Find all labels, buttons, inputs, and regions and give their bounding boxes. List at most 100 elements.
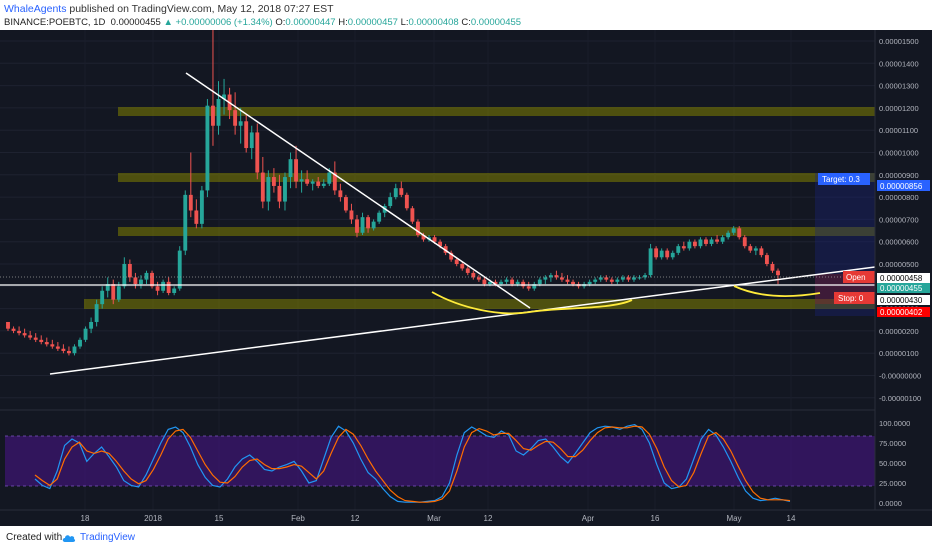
- candle-body: [288, 159, 293, 178]
- chart-canvas[interactable]: Target: 0.3 Open Stop: 0 0.00001500 0.000…: [0, 29, 932, 526]
- candle-body: [731, 228, 736, 233]
- stop-value-tag-text: 0.00000430: [880, 296, 923, 305]
- candle-body: [643, 275, 647, 278]
- candle-body: [310, 181, 315, 184]
- candle-body: [360, 217, 365, 233]
- candle-body: [55, 346, 60, 349]
- candle-body: [94, 304, 99, 322]
- price-zone[interactable]: [118, 173, 875, 182]
- time-tick-label: 2018: [144, 514, 162, 523]
- candle-body: [537, 279, 542, 285]
- candle-body: [50, 344, 55, 347]
- target-label: Target: 0.3: [822, 175, 860, 184]
- candle-body: [271, 177, 276, 186]
- time-axis[interactable]: [0, 510, 932, 526]
- candle-body: [438, 241, 443, 247]
- price-tick-label: 0.00001400: [879, 59, 919, 68]
- candle-body: [177, 250, 182, 289]
- price-tick-label: 0.00000600: [879, 238, 919, 247]
- candle-body: [709, 239, 714, 244]
- candle-body: [72, 346, 77, 354]
- oscillator-tick-label: 0.0000: [879, 499, 902, 508]
- candle-body: [565, 279, 570, 282]
- price-tick-label: 0.00001300: [879, 82, 919, 91]
- price-zone[interactable]: [84, 299, 875, 309]
- candle-body: [316, 181, 321, 186]
- symbol-ohlc-bar: BINANCE:POEBTC, 1D 0.00000455 ▲ +0.00000…: [4, 17, 521, 28]
- candle-body: [161, 281, 166, 291]
- candle-body: [150, 272, 154, 287]
- candle-body: [670, 252, 675, 258]
- symbol-name[interactable]: BINANCE:POEBTC, 1D: [4, 17, 106, 28]
- candle-body: [61, 348, 66, 351]
- price-zone[interactable]: [118, 107, 875, 116]
- candle-body: [632, 277, 636, 280]
- price-change: ▲ +0.00000006 (+1.34%): [163, 17, 273, 28]
- candle-body: [704, 239, 708, 244]
- stop-value-tag: [877, 295, 930, 305]
- stop-label: Stop: 0: [838, 294, 864, 303]
- author-link[interactable]: WhaleAgents: [4, 3, 67, 15]
- price-tick-label: 0.00001500: [879, 37, 919, 46]
- candle-body: [753, 248, 758, 251]
- candle-body: [238, 121, 243, 126]
- candle-body: [366, 217, 371, 229]
- price-axis[interactable]: [875, 30, 932, 510]
- target-label-box[interactable]: [818, 173, 870, 185]
- candle-body: [748, 246, 753, 251]
- entry-label: Open: [846, 273, 866, 282]
- candle-body: [100, 290, 105, 305]
- candle-body: [216, 98, 221, 126]
- candle-body: [6, 321, 10, 329]
- candle-body: [692, 241, 697, 247]
- chart-area[interactable]: Target: 0.3 Open Stop: 0 0.00001500 0.000…: [0, 29, 932, 526]
- price-tick-label: 0.00000200: [879, 327, 919, 336]
- hand-drawn-bottom-curve[interactable]: [431, 291, 633, 315]
- low-value: 0.00000408: [408, 17, 459, 28]
- candle-body: [194, 210, 199, 224]
- candle-body: [355, 219, 359, 233]
- candle-body: [687, 241, 692, 249]
- candle-body: [17, 330, 22, 334]
- candle-body: [338, 190, 343, 198]
- downtrend-line[interactable]: [185, 72, 531, 309]
- candle-body: [504, 279, 509, 282]
- candle-body: [266, 177, 271, 202]
- price-zone[interactable]: [118, 227, 875, 236]
- candle-body: [698, 239, 703, 247]
- candle-body: [83, 328, 88, 340]
- candle-body: [560, 277, 564, 280]
- tradingview-brand[interactable]: TradingView: [80, 532, 136, 543]
- grid-lines: [0, 30, 875, 510]
- candle-body: [371, 221, 376, 229]
- stoch-d-line: [34, 425, 791, 503]
- candle-body: [183, 194, 188, 251]
- candle-body: [598, 277, 603, 280]
- candle-body: [493, 281, 498, 285]
- hand-drawn-right-curve[interactable]: [733, 285, 821, 298]
- candle-body: [105, 284, 110, 291]
- candle-body: [764, 255, 769, 264]
- candle-body: [199, 190, 204, 224]
- entry-price-tag: [877, 273, 930, 283]
- candle-body: [626, 277, 631, 280]
- candle-body: [554, 275, 559, 278]
- candle-body: [78, 339, 82, 347]
- price-tick-label: 0.00000800: [879, 193, 919, 202]
- support-resistance-zones: [84, 107, 875, 309]
- stop-price-tag-text: 0.00000402: [880, 308, 923, 317]
- price-tick-label: 0.00001000: [879, 149, 919, 158]
- candle-body: [343, 197, 348, 211]
- candle-body: [421, 235, 426, 240]
- candle-body: [377, 212, 382, 222]
- stoch-k-line: [34, 423, 791, 503]
- target-price-tag-text: 0.00000856: [880, 182, 923, 191]
- candle-body: [432, 237, 437, 242]
- stop-label-box[interactable]: [834, 292, 876, 304]
- candle-body: [133, 277, 138, 285]
- close-label: C:: [461, 17, 471, 28]
- candle-body: [122, 264, 127, 287]
- entry-label-box[interactable]: [843, 271, 876, 283]
- time-tick-label: 12: [351, 514, 360, 523]
- high-label: H:: [338, 17, 348, 28]
